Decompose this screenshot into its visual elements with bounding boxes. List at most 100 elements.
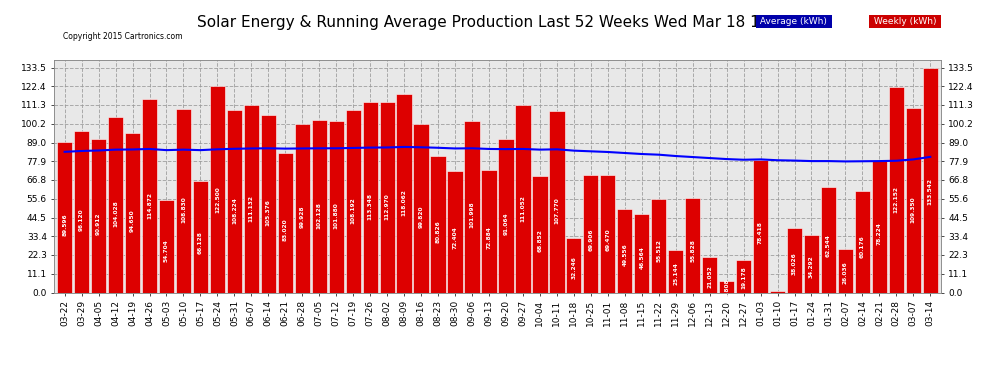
Text: Solar Energy & Running Average Production Last 52 Weeks Wed Mar 18 18:56: Solar Energy & Running Average Productio… <box>197 15 793 30</box>
Bar <box>923 68 938 292</box>
Bar <box>906 108 921 292</box>
Text: 49.556: 49.556 <box>623 243 628 266</box>
Bar <box>142 99 157 292</box>
Text: Copyright 2015 Cartronics.com: Copyright 2015 Cartronics.com <box>63 32 183 41</box>
Bar <box>210 86 225 292</box>
Bar <box>447 171 462 292</box>
Bar <box>753 160 768 292</box>
Text: 54.704: 54.704 <box>164 240 169 262</box>
Text: 111.132: 111.132 <box>248 195 253 222</box>
Text: 112.970: 112.970 <box>385 194 390 220</box>
Bar <box>685 198 700 292</box>
Text: 25.144: 25.144 <box>673 262 678 285</box>
Bar <box>125 133 141 292</box>
Bar <box>889 87 904 292</box>
Text: 99.820: 99.820 <box>419 206 424 228</box>
Bar <box>414 124 429 292</box>
Text: 66.128: 66.128 <box>198 231 203 254</box>
Bar <box>635 214 649 292</box>
Text: 83.020: 83.020 <box>283 218 288 241</box>
Bar <box>651 199 666 292</box>
Text: 38.026: 38.026 <box>792 252 797 275</box>
Bar <box>702 257 718 292</box>
Text: Average (kWh): Average (kWh) <box>757 17 830 26</box>
Bar <box>244 105 259 292</box>
Bar <box>770 291 785 292</box>
Text: 102.128: 102.128 <box>317 202 322 228</box>
Bar <box>379 102 395 292</box>
Text: 108.224: 108.224 <box>232 197 237 224</box>
Bar <box>431 156 446 292</box>
Bar <box>787 228 802 292</box>
Bar <box>91 140 106 292</box>
Bar <box>158 200 174 292</box>
Bar <box>176 109 191 292</box>
Bar <box>872 161 887 292</box>
Text: 94.650: 94.650 <box>130 209 135 232</box>
Bar <box>362 102 378 292</box>
Bar <box>74 130 89 292</box>
Text: 62.544: 62.544 <box>826 234 831 256</box>
Text: 89.596: 89.596 <box>62 213 67 236</box>
Text: 111.052: 111.052 <box>521 195 526 222</box>
Text: 55.828: 55.828 <box>690 239 695 262</box>
Text: 108.830: 108.830 <box>181 196 186 223</box>
Text: 101.880: 101.880 <box>334 202 339 229</box>
Bar <box>549 111 564 292</box>
Text: 68.852: 68.852 <box>538 229 543 252</box>
Bar <box>57 141 72 292</box>
Bar <box>227 110 242 292</box>
Text: 80.826: 80.826 <box>436 220 441 243</box>
Bar <box>193 181 208 292</box>
Text: 114.872: 114.872 <box>147 192 152 219</box>
Text: 96.120: 96.120 <box>79 209 84 231</box>
Bar <box>498 139 514 292</box>
Bar <box>396 94 412 292</box>
Text: 32.246: 32.246 <box>571 256 576 279</box>
Text: 99.928: 99.928 <box>300 206 305 228</box>
Text: 122.500: 122.500 <box>215 186 220 213</box>
Text: 69.906: 69.906 <box>588 228 593 251</box>
Bar <box>464 121 479 292</box>
Text: 26.036: 26.036 <box>842 261 848 284</box>
Bar <box>600 176 616 292</box>
Bar <box>312 120 327 292</box>
Text: 133.542: 133.542 <box>928 178 933 205</box>
Bar <box>566 238 581 292</box>
Bar <box>295 124 310 292</box>
Bar <box>617 209 633 292</box>
Bar <box>481 170 497 292</box>
Bar <box>821 187 837 292</box>
Bar <box>736 260 751 292</box>
Text: 72.884: 72.884 <box>486 226 491 249</box>
Text: 60.176: 60.176 <box>860 236 865 258</box>
Bar <box>854 191 870 292</box>
Text: 72.404: 72.404 <box>452 226 457 249</box>
Bar <box>804 235 819 292</box>
Bar <box>533 177 547 292</box>
Text: 78.418: 78.418 <box>758 222 763 245</box>
Bar <box>668 250 683 292</box>
Text: 55.512: 55.512 <box>656 239 661 262</box>
Bar <box>108 117 123 292</box>
Bar <box>719 281 735 292</box>
Bar <box>277 153 293 292</box>
Text: 101.998: 101.998 <box>469 202 474 228</box>
Text: 78.224: 78.224 <box>877 222 882 245</box>
Text: 46.564: 46.564 <box>640 246 644 268</box>
Text: 108.192: 108.192 <box>350 197 355 224</box>
Text: 105.376: 105.376 <box>266 199 271 226</box>
Text: 109.350: 109.350 <box>911 196 916 223</box>
Text: 6.808: 6.808 <box>724 278 729 297</box>
Bar <box>516 105 531 292</box>
Text: 69.470: 69.470 <box>605 228 610 251</box>
Text: 21.052: 21.052 <box>707 265 712 288</box>
Text: 34.292: 34.292 <box>809 255 814 278</box>
Text: 91.064: 91.064 <box>504 212 509 235</box>
Bar <box>583 175 599 292</box>
Text: 122.152: 122.152 <box>894 186 899 213</box>
Bar <box>260 115 276 292</box>
Text: 118.062: 118.062 <box>402 189 407 216</box>
Bar <box>346 110 360 292</box>
Text: 19.178: 19.178 <box>742 267 746 290</box>
